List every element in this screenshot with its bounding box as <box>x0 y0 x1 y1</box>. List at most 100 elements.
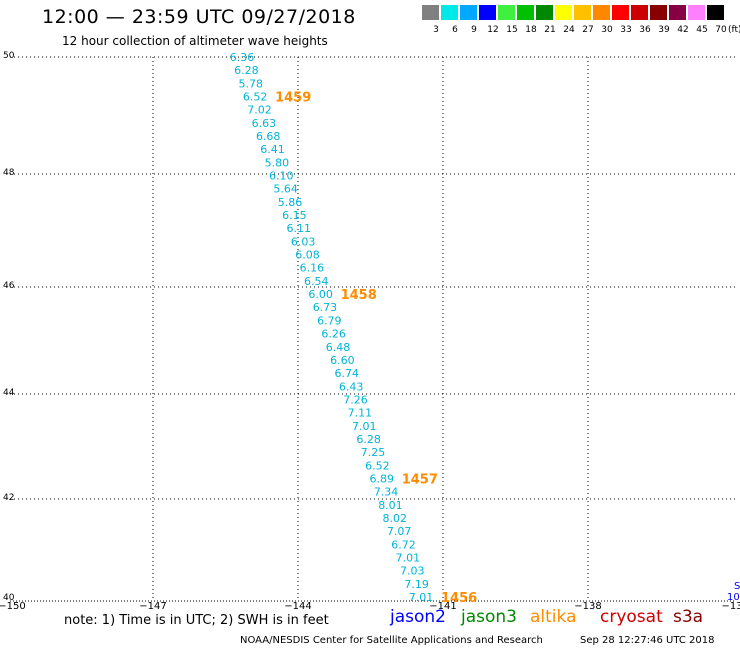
wave-height-label: 7.01 <box>409 591 434 604</box>
latitude-tick-label: 44 <box>3 388 15 398</box>
wave-height-label: 7.02 <box>247 104 272 117</box>
wave-height-label: 7.01 <box>352 420 377 433</box>
longitude-tick-label: −147 <box>139 601 167 612</box>
wave-height-label: 7.34 <box>374 486 399 499</box>
legend-swatch-label: 33 <box>620 25 632 35</box>
legend-swatch <box>441 5 458 20</box>
wave-height-label: 5.80 <box>265 156 290 169</box>
legend-swatch-label: 9 <box>471 25 477 35</box>
legend-unit: (ft) <box>728 25 740 35</box>
legend-swatch-label: 36 <box>639 25 651 35</box>
wave-height-label: 7.07 <box>387 525 412 538</box>
wave-height-label: 6.68 <box>256 130 281 143</box>
edge-track-label: S <box>734 581 740 592</box>
time-label: 1459 <box>275 91 311 106</box>
lat-lon-grid <box>10 56 735 602</box>
legend-swatch <box>479 5 496 20</box>
satellite-name-cryosat: cryosat <box>600 607 663 627</box>
time-labels: 1459 1458 1457 1456 <box>275 91 477 606</box>
edge-track-label: 10 <box>727 592 740 603</box>
latitude-tick-label: 42 <box>3 493 15 503</box>
legend-swatch <box>707 5 724 20</box>
wave-height-label: 7.11 <box>348 407 373 420</box>
legend-swatch-label: 45 <box>696 25 708 35</box>
satellite-name-jason2: jason2 <box>390 607 446 627</box>
wave-height-label: 6.08 <box>295 249 320 262</box>
wave-height-label: 6.26 <box>321 328 346 341</box>
satellite-name-altika: altika <box>530 607 577 627</box>
wave-height-label: 7.19 <box>404 578 429 591</box>
legend-swatch <box>460 5 477 20</box>
wave-height-track: 6.366.285.786.527.026.636.686.415.806.10… <box>230 51 434 604</box>
legend-swatch <box>669 5 686 20</box>
legend-swatch <box>631 5 648 20</box>
longitude-tick-label: −144 <box>284 601 312 612</box>
latitude-tick-label: 48 <box>3 168 15 178</box>
time-label: 1456 <box>441 591 477 606</box>
wave-height-label: 6.79 <box>317 314 342 327</box>
wave-height-label: 6.72 <box>391 538 416 551</box>
wave-height-label: 5.86 <box>278 196 303 209</box>
map-subtitle: 12 hour collection of altimeter wave hei… <box>62 34 328 48</box>
legend-swatch <box>555 5 572 20</box>
wave-height-label: 6.00 <box>308 288 333 301</box>
time-label: 1458 <box>341 288 377 303</box>
legend-swatch-label: 30 <box>601 25 613 35</box>
legend-swatch-label: 3 <box>433 25 439 35</box>
units-note: note: 1) Time is in UTC; 2) SWH is in fe… <box>64 613 329 628</box>
wave-height-label: 6.36 <box>230 51 255 64</box>
legend-swatch-label: 39 <box>658 25 670 35</box>
satellite-name-jason3: jason3 <box>461 607 517 627</box>
wave-height-label: 6.43 <box>339 380 364 393</box>
wave-height-label: 7.01 <box>396 551 421 564</box>
wave-height-label: 6.74 <box>335 367 360 380</box>
legend-swatch <box>688 5 705 20</box>
wave-height-label: 7.25 <box>361 446 386 459</box>
legend-swatch <box>650 5 667 20</box>
latitude-tick-label: 40 <box>3 593 15 603</box>
legend-swatch-label: 21 <box>544 25 556 35</box>
longitude-tick-label: −141 <box>429 601 457 612</box>
legend-swatch-label: 70 <box>715 25 727 35</box>
wave-height-label: 5.78 <box>238 77 263 90</box>
wave-height-label: 8.01 <box>378 499 403 512</box>
satellite-name-s3a: s3a <box>673 607 704 627</box>
longitude-tick-label: −13 <box>721 601 740 612</box>
time-label: 1457 <box>402 472 438 487</box>
map-title: 12:00 — 23:59 UTC 09/27/2018 <box>42 6 356 28</box>
legend-swatch-label: 42 <box>677 25 689 35</box>
legend-swatch <box>593 5 610 20</box>
legend-swatch-label: 24 <box>563 25 575 35</box>
wave-height-label: 6.52 <box>243 91 268 104</box>
wave-height-label: 6.60 <box>330 354 355 367</box>
legend-swatch <box>536 5 553 20</box>
legend-swatch <box>498 5 515 20</box>
legend-swatch <box>422 5 439 20</box>
wave-height-label: 6.73 <box>313 301 338 314</box>
legend-swatch-label: 27 <box>582 25 594 35</box>
legend-swatch <box>574 5 591 20</box>
wave-height-label: 6.28 <box>234 64 259 77</box>
latitude-tick-label: 50 <box>3 51 15 61</box>
wave-height-label: 6.28 <box>356 433 381 446</box>
wave-height-label: 5.64 <box>273 183 298 196</box>
legend-swatch-label: 15 <box>506 25 518 35</box>
wave-height-label: 6.15 <box>282 209 307 222</box>
edge-track-labels: S10 <box>727 581 740 603</box>
longitude-tick-label: −138 <box>574 601 602 612</box>
wave-height-label: 6.63 <box>252 117 277 130</box>
wave-height-label: 6.03 <box>291 235 316 248</box>
wave-height-label: 6.89 <box>369 472 394 485</box>
footer-credit: NOAA/NESDIS Center for Satellite Applica… <box>240 635 543 646</box>
legend-swatch-label: 6 <box>452 25 458 35</box>
footer-timestamp: Sep 28 12:27:46 UTC 2018 <box>580 635 715 646</box>
wave-height-label: 6.54 <box>304 275 329 288</box>
wave-height-label: 6.52 <box>365 459 390 472</box>
wave-height-label: 6.16 <box>300 262 325 275</box>
wave-height-label: 6.48 <box>326 341 351 354</box>
legend-swatch-label: 12 <box>487 25 499 35</box>
wave-height-label: 6.11 <box>287 222 312 235</box>
wave-height-label: 6.10 <box>269 170 294 183</box>
wave-height-label: 7.03 <box>400 565 425 578</box>
wave-height-label: 7.26 <box>343 393 368 406</box>
